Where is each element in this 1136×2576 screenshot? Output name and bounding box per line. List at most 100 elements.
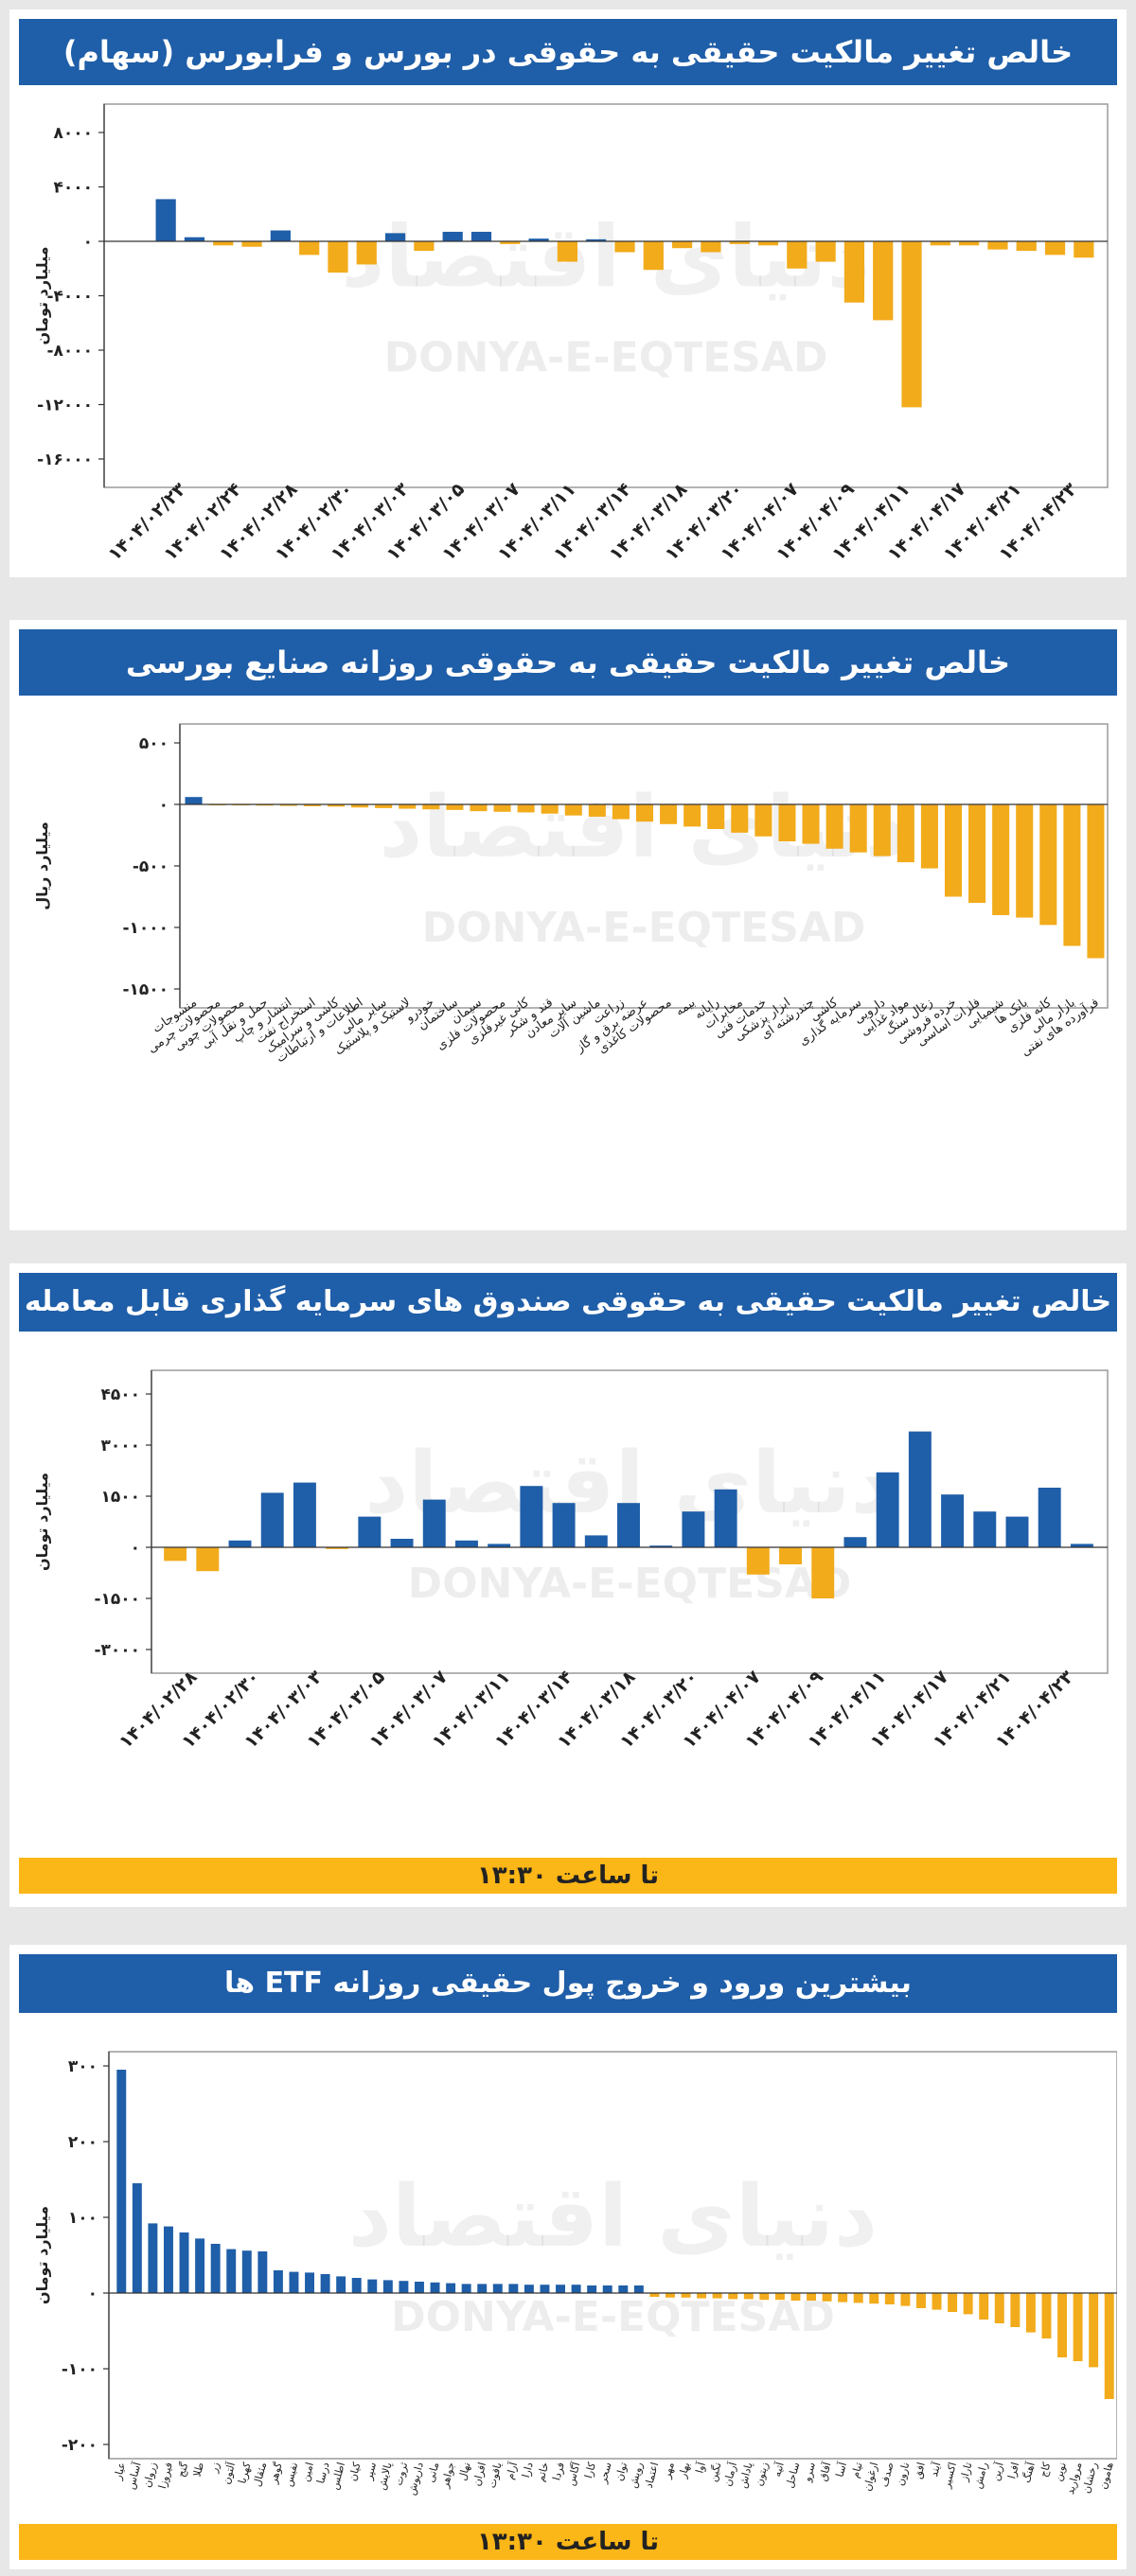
bar [584,1535,608,1547]
chart-panel-3: خالص تغییر مالکیت حقیقی به حقوقی صندوق ه… [9,1263,1127,1907]
bar [116,2070,127,2293]
bar [822,2293,832,2302]
bar [941,1494,965,1547]
bar [1104,2293,1114,2399]
bar [520,1486,543,1547]
x-tick-label: آگاس [563,2460,582,2487]
x-tick-label: نوین [1052,2461,1069,2482]
chart-1-title: خالص تغییر مالکیت حقیقی به حقوقی در بورس… [19,19,1117,85]
x-tick-label: درسا [314,2461,331,2484]
x-tick-label: افرا [1005,2461,1021,2479]
bar [790,2293,801,2301]
chart-panel-4: بیشترین ورود و خروج پول حقیقی روزانه ETF… [9,1945,1127,2569]
bar [973,1511,997,1547]
bar [422,1499,446,1547]
bar [1074,241,1094,258]
x-tick-label: طلا [190,2461,206,2478]
x-tick-label: عیار [112,2461,129,2481]
x-tick-label: دارا [520,2461,536,2479]
bar [825,804,843,849]
bar [477,2284,488,2293]
y-tick-label: -۵۰۰ [133,857,169,876]
bar [707,804,725,829]
bar [470,231,492,241]
bar [351,2278,362,2293]
bar [228,1540,252,1547]
bar [802,804,820,844]
bar [807,2293,816,2301]
bar [587,2285,597,2293]
bar [241,2250,252,2293]
bar [1005,1516,1029,1547]
bar [326,1547,349,1549]
chart-2-svg: دنیای اقتصاد DONYA-E-EQTESAD ۵۰۰ ۰ -۵۰۰ -۱۰۰۰… [33,723,1109,1066]
bar [375,804,393,808]
bar [552,1503,576,1547]
bar [492,2284,503,2293]
bar [1038,1488,1061,1547]
y-tick-label: ۳۰۰ [68,2057,98,2076]
bar [968,804,986,903]
chart-3-svg: دنیای اقتصادDONYA-E-EQTESAD۴۵۰۰۳۰۰۰۱۵۰۰۰… [33,1369,1109,1753]
bar [843,1537,867,1547]
bar [900,2293,911,2306]
x-tick-label: مانی [424,2461,441,2483]
y-tick-label: ۴۰۰۰ [53,179,93,198]
bar [279,804,297,806]
bar [320,2274,330,2293]
chart-panel-2: خالص تغییر مالکیت حقیقی به حقوقی روزانه … [9,620,1127,1230]
bar [979,2293,989,2320]
bar [746,1547,770,1575]
x-tick-label: نفیس [282,2461,300,2487]
bar [356,241,377,265]
bar [1041,2293,1052,2338]
bar [617,1503,640,1547]
x-tick-label: آرام [503,2460,520,2480]
bar [454,1540,478,1547]
bar [1044,241,1066,256]
y-tick-label: -۳۰۰۰ [94,1641,140,1660]
bar [1063,804,1081,946]
bar [930,241,950,246]
watermark-logo-text: دنیای اقتصاد [379,778,909,877]
bar [896,804,914,863]
x-tick-label: گوهر [267,2461,285,2486]
watermark-logo-text: دنیای اقتصاد [341,208,871,308]
bar [959,241,980,246]
bar [944,804,963,897]
x-tick-label: افق [912,2461,929,2480]
y-tick-label: -۱۶۰۰۰ [37,450,93,469]
bar [164,2226,173,2293]
x-tick-label: پاداش [737,2461,755,2489]
bar [1073,2293,1083,2361]
bar [415,2282,424,2293]
bar [273,2270,283,2293]
bar [241,241,262,247]
bar [666,2293,675,2298]
x-tick-label: افران [470,2461,488,2487]
x-tick-label: کهربا [236,2461,254,2485]
bar [987,241,1008,250]
x-tick-label: تیام [849,2461,865,2479]
x-tick-label: آتیه [770,2460,787,2478]
bar [256,804,274,806]
bar [257,2251,268,2293]
bar [196,1547,220,1572]
x-tick-label: خاتم [534,2461,551,2482]
y-tick-label: ۰ [83,233,93,252]
bar [873,241,894,321]
bar [327,804,346,807]
y-tick-label: ۱۰۰ [68,2209,98,2228]
x-tick-label: مثقال [251,2461,269,2488]
x-tick-label: توان [612,2461,630,2482]
y-tick-label: -۱۰۰ [62,2360,98,2379]
x-tick-label: نهال [456,2461,473,2481]
bar [293,1482,316,1547]
bar [588,804,606,817]
bar [299,241,320,256]
bar [963,2293,973,2315]
bar [305,2272,314,2293]
bar [1010,2293,1021,2327]
bar [916,2293,926,2308]
bar [660,804,678,824]
